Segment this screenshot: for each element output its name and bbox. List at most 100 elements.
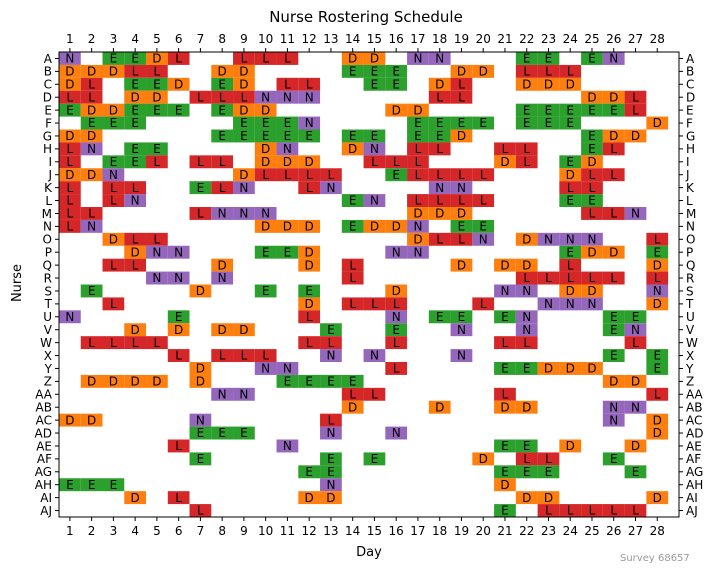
x-tick-label-bottom: 8 — [218, 524, 226, 538]
shift-label: E — [305, 129, 313, 143]
y-tick-label-left: AB — [36, 401, 52, 415]
shift-cell — [102, 116, 125, 130]
shift-cell — [80, 413, 103, 427]
x-tick-label-top: 6 — [175, 32, 183, 46]
shift-cell — [450, 129, 473, 143]
shift-cell — [146, 103, 168, 117]
shift-label: D — [152, 375, 161, 389]
shift-cell — [428, 181, 451, 195]
shift-label: D — [566, 168, 575, 182]
shift-cell — [80, 478, 103, 492]
shift-cell — [59, 155, 81, 169]
shift-label: E — [284, 375, 292, 389]
shift-label: N — [261, 362, 270, 376]
shift-label: D — [522, 258, 531, 272]
shift-label: D — [152, 90, 161, 104]
shift-cell — [233, 181, 255, 195]
shift-label: L — [88, 207, 95, 221]
shift-cell — [341, 374, 364, 388]
shift-cell — [80, 374, 103, 388]
shift-cell — [254, 129, 277, 143]
shift-cell — [450, 232, 473, 246]
y-tick-label-left: X — [44, 349, 52, 363]
shift-label: D — [435, 77, 444, 91]
shift-label: D — [305, 220, 314, 234]
shift-label: E — [458, 220, 466, 234]
shift-cell — [276, 77, 299, 91]
shift-label: D — [500, 478, 509, 492]
x-tick-label-bottom: 10 — [258, 524, 273, 538]
shift-label: L — [371, 387, 378, 401]
y-axis-label: Nurse — [10, 264, 25, 302]
shift-cell — [102, 297, 125, 311]
y-tick-label-right: AH — [686, 478, 703, 492]
shift-label: N — [218, 387, 227, 401]
y-tick-label-right: O — [686, 233, 695, 247]
shift-label: L — [523, 142, 530, 156]
shift-label: D — [87, 65, 96, 79]
shift-cell — [428, 400, 451, 414]
shift-cell — [298, 374, 321, 388]
shift-label: D — [500, 155, 509, 169]
shift-label: N — [392, 245, 401, 259]
shift-cell — [472, 194, 495, 207]
shift-label: L — [154, 155, 161, 169]
shift-cell — [407, 232, 429, 246]
shift-label: L — [67, 207, 74, 221]
shift-label: L — [284, 77, 291, 91]
shift-cell — [624, 103, 647, 117]
shift-cell — [385, 310, 408, 324]
y-tick-label-right: J — [685, 168, 690, 182]
shift-label: N — [544, 232, 553, 246]
shift-label: L — [67, 194, 74, 208]
x-tick-label-top: 15 — [367, 32, 382, 46]
shift-cell — [537, 232, 560, 246]
shift-label: E — [284, 129, 292, 143]
shift-cell — [363, 349, 386, 362]
shift-label: D — [566, 77, 575, 91]
shift-cell — [124, 258, 147, 272]
shift-label: D — [435, 207, 444, 221]
shift-label: L — [67, 142, 74, 156]
shift-cell — [646, 413, 669, 427]
shift-cell — [472, 452, 495, 466]
shift-cell — [602, 52, 625, 65]
shift-label: L — [545, 65, 552, 79]
shift-label: N — [544, 297, 553, 311]
shift-label: D — [653, 258, 662, 272]
shift-cell — [124, 181, 147, 195]
shift-label: N — [283, 90, 292, 104]
y-tick-label-left: AH — [35, 478, 52, 492]
shift-cell — [320, 349, 342, 362]
shift-cell — [80, 284, 103, 298]
shift-label: E — [588, 103, 596, 117]
shift-cell — [581, 103, 603, 117]
shift-cell — [385, 219, 408, 233]
x-tick-label-bottom: 23 — [541, 524, 556, 538]
y-tick-label-left: U — [43, 310, 52, 324]
y-tick-label-left: Q — [43, 258, 52, 272]
shift-label: E — [566, 155, 574, 169]
shift-label: L — [132, 232, 139, 246]
shift-label: E — [218, 426, 226, 440]
shift-label: L — [284, 168, 291, 182]
shift-cell — [254, 52, 277, 65]
shift-label: D — [239, 103, 248, 117]
shift-label: L — [545, 504, 552, 518]
shift-label: L — [632, 504, 639, 518]
shift-label: L — [589, 181, 596, 195]
shift-label: L — [306, 310, 313, 324]
shift-label: L — [589, 271, 596, 285]
shift-label: E — [610, 323, 618, 337]
shift-cell — [646, 491, 669, 505]
shift-label: E — [523, 362, 531, 376]
shift-label: E — [566, 194, 574, 208]
shift-label: D — [522, 232, 531, 246]
shift-label: D — [653, 491, 662, 505]
shift-cell — [276, 374, 299, 388]
shift-cell — [602, 452, 625, 466]
shift-label: E — [632, 465, 640, 479]
shift-cell — [428, 194, 451, 207]
shift-label: L — [610, 207, 617, 221]
shift-label: N — [65, 310, 74, 324]
